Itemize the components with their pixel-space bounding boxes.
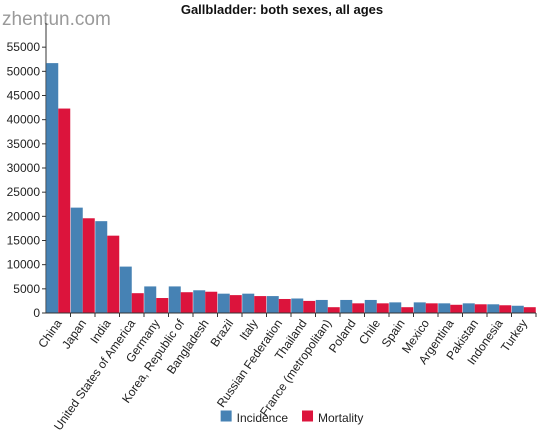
bar-mortality: Chile — Mortality: 2000	[376, 303, 389, 313]
y-tick-label: 50000	[7, 64, 41, 78]
legend-swatch-mortality	[302, 410, 314, 422]
bar-mortality: Poland — Mortality: 2000	[352, 303, 365, 313]
y-tick-label: 45000	[7, 89, 41, 103]
y-tick-label: 20000	[7, 209, 41, 223]
y-tick-label: 10000	[7, 258, 41, 272]
bar-mortality: Russian Federation — Mortality: 2900	[278, 298, 291, 313]
bar-incidence: United States of America — Incidence: 96…	[119, 266, 132, 313]
bar-mortality: Argentina — Mortality: 1700	[450, 304, 463, 313]
y-tick-label: 55000	[7, 40, 41, 54]
bar-incidence: Korea, Republic of — Incidence: 5500	[168, 286, 181, 313]
x-tick-label: Turkey	[498, 317, 530, 355]
y-tick-label: 35000	[7, 137, 41, 151]
bar-incidence: India — Incidence: 19000	[95, 221, 108, 313]
bar-incidence: Japan — Incidence: 21800	[70, 207, 83, 313]
y-tick-label: 25000	[7, 185, 41, 199]
legend-label-mortality: Mortality	[318, 411, 363, 425]
bar-mortality: Italy — Mortality: 3500	[254, 296, 267, 313]
bar-mortality: India — Mortality: 16000	[107, 235, 120, 313]
bar-incidence: Turkey — Incidence: 1500	[511, 305, 524, 313]
bar-mortality: Brazil — Mortality: 3700	[229, 295, 242, 313]
bar-mortality: Japan — Mortality: 19600	[82, 218, 95, 313]
y-tick-label: 0	[33, 306, 40, 320]
chart-title: Gallbladder: both sexes, all ages	[181, 2, 383, 17]
bar-incidence: China — Incidence: 51700	[46, 63, 59, 313]
bar-mortality: Turkey — Mortality: 1200	[523, 307, 536, 313]
bar-incidence: France (metropolitan) — Incidence: 2700	[315, 299, 328, 313]
legend-label-incidence: Incidence	[237, 411, 289, 425]
bar-incidence: Indonesia — Incidence: 1800	[487, 304, 500, 313]
bar-mortality: Korea, Republic of — Mortality: 4300	[180, 292, 193, 313]
bar-incidence: Italy — Incidence: 4000	[242, 293, 255, 313]
bar-mortality: Mexico — Mortality: 2000	[425, 303, 438, 313]
bar-incidence: Poland — Incidence: 2700	[340, 299, 353, 313]
bar-incidence: Argentina — Incidence: 2000	[438, 303, 451, 313]
bar-mortality: Germany — Mortality: 3100	[156, 298, 169, 313]
legend: Incidence Mortality	[220, 410, 363, 425]
bar-mortality: France (metropolitan) — Mortality: 1200	[327, 307, 340, 313]
bar-incidence: Thailand — Incidence: 3000	[291, 298, 304, 313]
bar-incidence: Pakistan — Incidence: 2000	[462, 303, 475, 313]
y-tick-label: 5000	[13, 282, 40, 296]
bar-mortality: Bangladesh — Mortality: 4400	[205, 291, 218, 313]
bar-incidence: Russian Federation — Incidence: 3500	[266, 296, 279, 313]
legend-swatch-incidence	[220, 410, 232, 422]
watermark: zhentun.com	[2, 9, 111, 30]
bar-mortality: Thailand — Mortality: 2500	[303, 300, 316, 313]
bars-group: China — Incidence: 51700China — Mortalit…	[46, 63, 536, 313]
bar-mortality: China — Mortality: 42300	[58, 108, 71, 313]
x-tick-label: Japan	[59, 317, 89, 352]
bar-incidence: Spain — Incidence: 2200	[389, 302, 402, 313]
bar-mortality: Pakistan — Mortality: 1800	[474, 304, 487, 313]
bar-incidence: Chile — Incidence: 2700	[364, 299, 377, 313]
bar-mortality: Indonesia — Mortality: 1600	[499, 305, 512, 313]
x-tick-label: Brazil	[208, 317, 237, 350]
y-tick-label: 40000	[7, 113, 41, 127]
y-axis: 0 5000 10000 15000 20000 25000 30000 35000 40000…	[7, 23, 47, 320]
bar-incidence: Mexico — Incidence: 2200	[413, 302, 426, 313]
y-tick-label: 30000	[7, 161, 41, 175]
bar-incidence: Germany — Incidence: 5500	[144, 286, 157, 313]
bar-mortality: United States of America — Mortality: 41…	[131, 293, 144, 313]
y-tick-label: 15000	[7, 234, 41, 248]
bar-incidence: Brazil — Incidence: 4000	[217, 293, 230, 313]
bar-incidence: Bangladesh — Incidence: 4700	[193, 290, 206, 313]
bar-mortality: Spain — Mortality: 1200	[401, 307, 414, 313]
